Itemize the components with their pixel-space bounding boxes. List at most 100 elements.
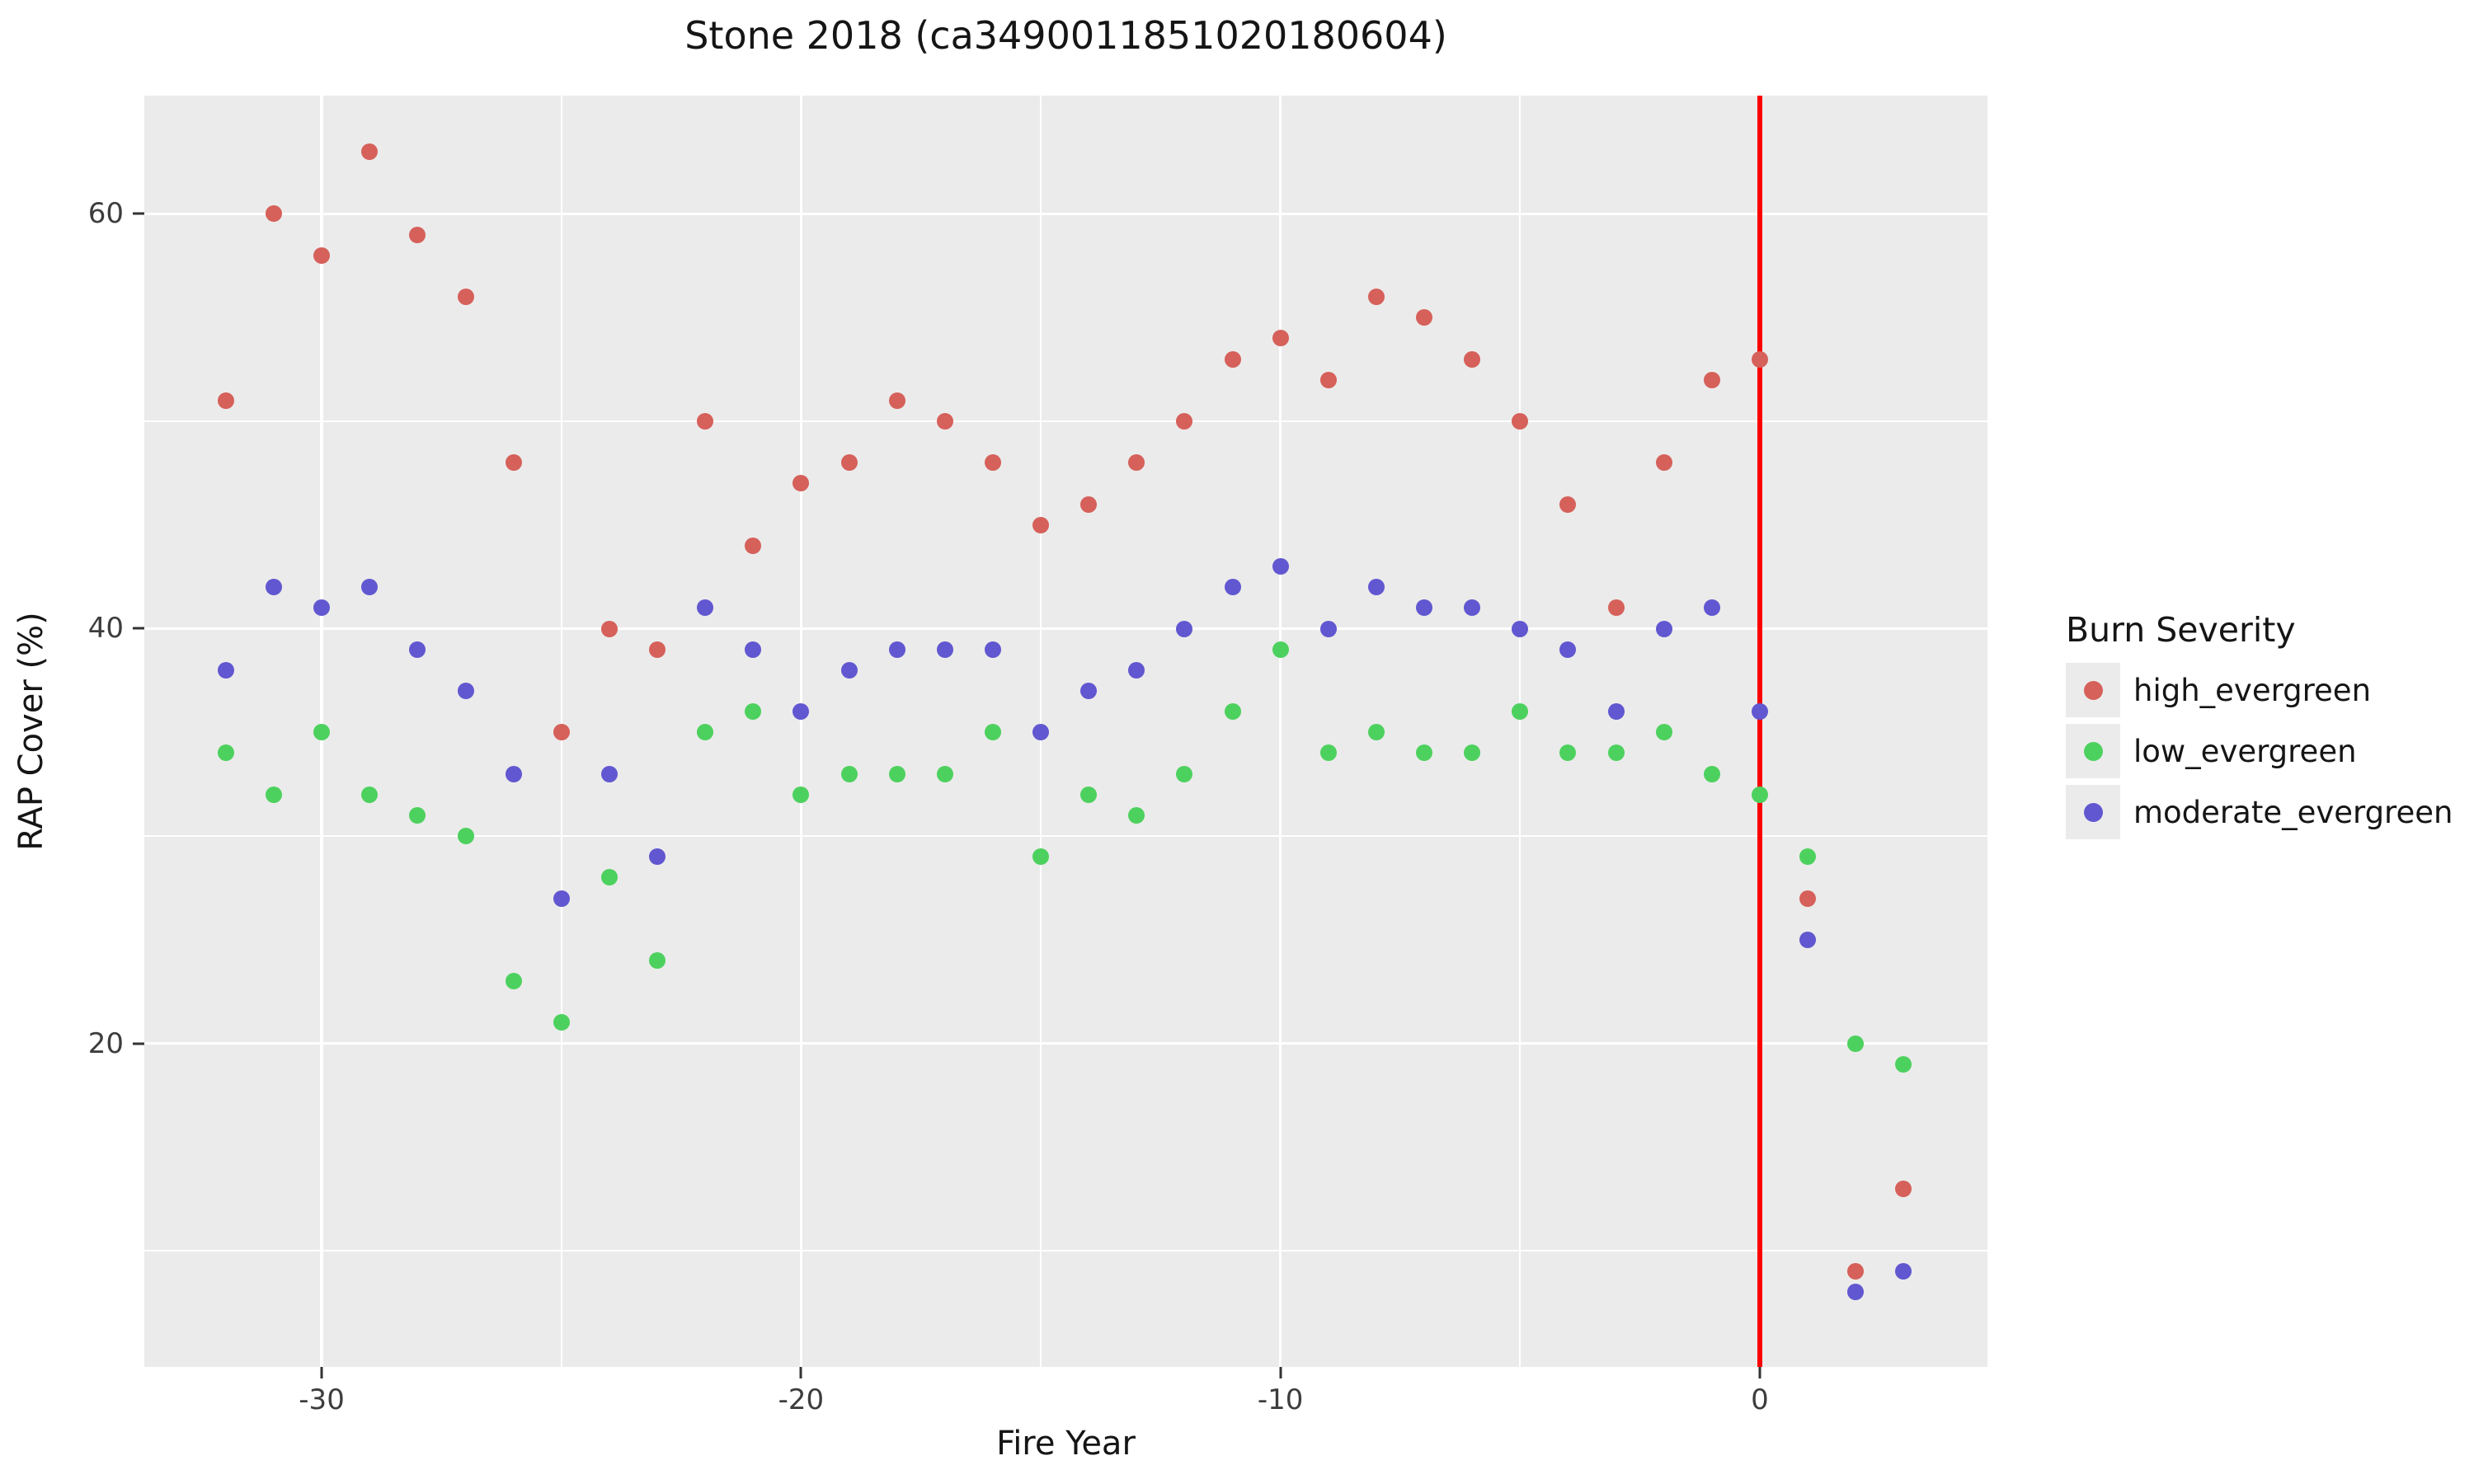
data-point-moderate_evergreen bbox=[1703, 599, 1720, 617]
data-point-moderate_evergreen bbox=[1367, 579, 1385, 596]
data-point-high_evergreen bbox=[888, 392, 905, 409]
data-point-low_evergreen bbox=[888, 765, 905, 782]
data-point-moderate_evergreen bbox=[457, 682, 474, 699]
data-point-low_evergreen bbox=[1799, 848, 1816, 866]
data-point-moderate_evergreen bbox=[1416, 599, 1432, 617]
x-tick-label: -30 bbox=[299, 1383, 345, 1416]
data-point-high_evergreen bbox=[409, 226, 426, 243]
data-point-low_evergreen bbox=[1607, 744, 1625, 762]
data-point-high_evergreen bbox=[1464, 350, 1481, 368]
y-tick-label: 20 bbox=[87, 1026, 124, 1060]
x-tick-mark bbox=[1758, 1367, 1761, 1378]
data-point-low_evergreen bbox=[649, 952, 666, 969]
legend-key bbox=[2066, 785, 2120, 839]
data-point-high_evergreen bbox=[1032, 516, 1049, 533]
data-point-high_evergreen bbox=[1703, 371, 1720, 388]
data-point-moderate_evergreen bbox=[1224, 579, 1241, 596]
data-point-low_evergreen bbox=[745, 703, 762, 721]
legend-item-label: high_evergreen bbox=[2133, 672, 2372, 708]
x-tick-mark bbox=[1279, 1367, 1282, 1378]
data-point-high_evergreen bbox=[1655, 454, 1672, 472]
data-point-low_evergreen bbox=[1655, 724, 1672, 741]
data-point-low_evergreen bbox=[840, 765, 858, 782]
data-point-moderate_evergreen bbox=[888, 641, 905, 658]
data-point-low_evergreen bbox=[1512, 703, 1529, 721]
data-point-moderate_evergreen bbox=[1655, 620, 1672, 637]
data-point-low_evergreen bbox=[936, 765, 953, 782]
data-point-moderate_evergreen bbox=[361, 579, 379, 596]
data-point-high_evergreen bbox=[1512, 412, 1529, 430]
legend-item-high-evergreen: high_evergreen bbox=[2066, 663, 2453, 717]
data-point-low_evergreen bbox=[697, 724, 714, 741]
fire-year-zero-line bbox=[1757, 96, 1762, 1367]
data-point-moderate_evergreen bbox=[1272, 558, 1289, 575]
data-point-low_evergreen bbox=[1751, 786, 1768, 803]
data-point-high_evergreen bbox=[1607, 599, 1625, 617]
data-point-low_evergreen bbox=[505, 973, 522, 990]
data-point-moderate_evergreen bbox=[409, 641, 426, 658]
data-point-high_evergreen bbox=[984, 454, 1001, 472]
y-minor-gridline bbox=[144, 835, 1987, 838]
moderate-evergreen-dot-icon bbox=[2083, 802, 2103, 822]
data-point-high_evergreen bbox=[1272, 330, 1289, 347]
data-point-moderate_evergreen bbox=[217, 661, 234, 679]
y-major-gridline bbox=[144, 1041, 1987, 1045]
data-point-moderate_evergreen bbox=[553, 890, 570, 907]
data-point-high_evergreen bbox=[1416, 309, 1432, 326]
legend-item-label: low_evergreen bbox=[2133, 733, 2357, 769]
data-point-high_evergreen bbox=[793, 475, 810, 492]
data-point-high_evergreen bbox=[1319, 371, 1337, 388]
data-point-moderate_evergreen bbox=[505, 765, 522, 782]
x-tick-label: 0 bbox=[1751, 1383, 1769, 1416]
data-point-moderate_evergreen bbox=[649, 848, 666, 866]
data-point-moderate_evergreen bbox=[1799, 931, 1816, 948]
data-point-high_evergreen bbox=[313, 247, 331, 264]
data-point-moderate_evergreen bbox=[745, 641, 762, 658]
data-point-moderate_evergreen bbox=[1512, 620, 1529, 637]
legend-key bbox=[2066, 663, 2120, 717]
legend-item-label: moderate_evergreen bbox=[2133, 794, 2453, 830]
data-point-high_evergreen bbox=[745, 537, 762, 554]
data-point-low_evergreen bbox=[409, 806, 426, 824]
data-point-low_evergreen bbox=[1272, 641, 1289, 658]
data-point-moderate_evergreen bbox=[840, 661, 858, 679]
data-point-low_evergreen bbox=[1416, 744, 1432, 762]
data-point-moderate_evergreen bbox=[600, 765, 618, 782]
data-point-high_evergreen bbox=[217, 392, 234, 409]
data-point-moderate_evergreen bbox=[793, 703, 810, 721]
legend-item-low-evergreen: low_evergreen bbox=[2066, 724, 2453, 778]
y-major-gridline bbox=[144, 627, 1987, 631]
data-point-high_evergreen bbox=[553, 724, 570, 741]
data-point-low_evergreen bbox=[1319, 744, 1337, 762]
legend-key bbox=[2066, 724, 2120, 778]
data-point-low_evergreen bbox=[1080, 786, 1098, 803]
data-point-moderate_evergreen bbox=[1559, 641, 1577, 658]
data-point-high_evergreen bbox=[697, 412, 714, 430]
data-point-low_evergreen bbox=[1128, 806, 1145, 824]
data-point-moderate_evergreen bbox=[1847, 1284, 1865, 1301]
data-point-high_evergreen bbox=[1128, 454, 1145, 472]
data-point-low_evergreen bbox=[1032, 848, 1049, 866]
data-point-low_evergreen bbox=[1847, 1035, 1865, 1052]
data-point-high_evergreen bbox=[265, 205, 282, 223]
data-point-high_evergreen bbox=[840, 454, 858, 472]
data-point-high_evergreen bbox=[1799, 890, 1816, 907]
data-point-high_evergreen bbox=[1224, 350, 1241, 368]
data-point-low_evergreen bbox=[1703, 765, 1720, 782]
y-axis-label: RAP Cover (%) bbox=[12, 612, 50, 851]
data-point-moderate_evergreen bbox=[984, 641, 1001, 658]
data-point-low_evergreen bbox=[1559, 744, 1577, 762]
data-point-low_evergreen bbox=[1367, 724, 1385, 741]
plot-panel bbox=[144, 96, 1987, 1367]
legend-item-moderate-evergreen: moderate_evergreen bbox=[2066, 785, 2453, 839]
data-point-moderate_evergreen bbox=[936, 641, 953, 658]
data-point-high_evergreen bbox=[649, 641, 666, 658]
data-point-moderate_evergreen bbox=[1607, 703, 1625, 721]
data-point-moderate_evergreen bbox=[1128, 661, 1145, 679]
data-point-high_evergreen bbox=[361, 143, 379, 160]
data-point-moderate_evergreen bbox=[1895, 1263, 1912, 1280]
data-point-high_evergreen bbox=[1176, 412, 1193, 430]
high-evergreen-dot-icon bbox=[2083, 680, 2103, 700]
data-point-low_evergreen bbox=[553, 1014, 570, 1031]
